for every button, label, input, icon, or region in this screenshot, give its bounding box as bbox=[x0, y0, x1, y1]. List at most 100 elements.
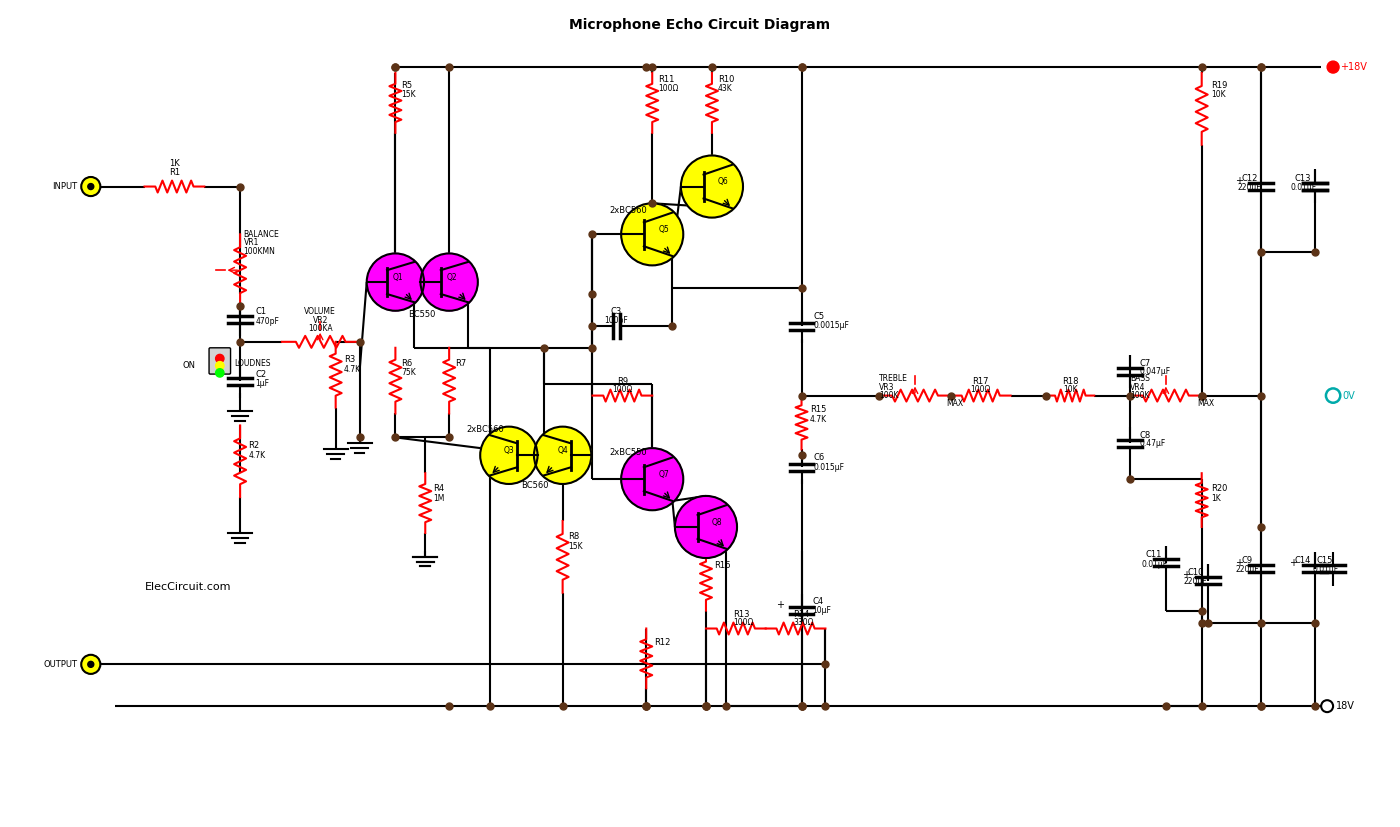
Text: ON: ON bbox=[183, 361, 196, 370]
Circle shape bbox=[533, 427, 591, 484]
Text: 470pF: 470pF bbox=[256, 317, 280, 326]
Text: R11: R11 bbox=[658, 74, 675, 84]
Text: R20: R20 bbox=[1211, 485, 1228, 493]
Text: 10K: 10K bbox=[1211, 90, 1226, 99]
Text: VOLUME: VOLUME bbox=[304, 308, 336, 317]
Text: C13: C13 bbox=[1295, 174, 1312, 183]
Text: C10: C10 bbox=[1187, 568, 1204, 577]
Text: +18V: +18V bbox=[1340, 62, 1368, 72]
Circle shape bbox=[622, 203, 683, 265]
Circle shape bbox=[680, 155, 743, 218]
Text: C2: C2 bbox=[256, 370, 267, 379]
Text: 1K: 1K bbox=[169, 160, 179, 169]
Text: R17: R17 bbox=[973, 377, 988, 385]
Text: 100Ω: 100Ω bbox=[658, 84, 679, 93]
Text: 4.7K: 4.7K bbox=[248, 451, 266, 460]
Text: 100Ω: 100Ω bbox=[970, 385, 991, 394]
Text: BC560: BC560 bbox=[521, 480, 549, 490]
Text: MAX: MAX bbox=[946, 399, 963, 409]
Text: 330Ω: 330Ω bbox=[794, 618, 813, 627]
Text: 220µF: 220µF bbox=[1238, 184, 1261, 192]
Text: C3: C3 bbox=[610, 308, 622, 317]
Text: Q4: Q4 bbox=[557, 446, 568, 455]
Text: 15K: 15K bbox=[568, 542, 584, 551]
Text: 1K: 1K bbox=[1211, 494, 1221, 503]
Text: R8: R8 bbox=[568, 532, 580, 541]
Text: R3: R3 bbox=[344, 356, 356, 364]
Circle shape bbox=[367, 253, 424, 311]
Text: R1: R1 bbox=[169, 168, 181, 177]
Text: 43K: 43K bbox=[718, 84, 732, 93]
Text: 220µF: 220µF bbox=[1184, 577, 1207, 586]
Circle shape bbox=[480, 427, 538, 484]
Text: R4: R4 bbox=[434, 485, 445, 493]
Text: VR2: VR2 bbox=[312, 316, 328, 325]
Text: C8: C8 bbox=[1140, 431, 1151, 439]
Text: C6: C6 bbox=[813, 453, 825, 462]
Text: R2: R2 bbox=[248, 442, 259, 450]
Text: C4: C4 bbox=[812, 596, 823, 605]
Circle shape bbox=[81, 177, 101, 196]
Text: R7: R7 bbox=[455, 359, 466, 368]
Text: TREBLE: TREBLE bbox=[879, 375, 909, 384]
Text: Q6: Q6 bbox=[718, 177, 728, 186]
Text: 10K: 10K bbox=[1063, 385, 1078, 394]
Text: Q7: Q7 bbox=[658, 470, 669, 479]
Text: C7: C7 bbox=[1140, 359, 1151, 368]
Circle shape bbox=[81, 655, 101, 674]
Text: R5: R5 bbox=[402, 80, 413, 89]
Text: 0.047µF: 0.047µF bbox=[1140, 367, 1170, 376]
Circle shape bbox=[216, 361, 224, 370]
Text: VR4: VR4 bbox=[1130, 383, 1145, 392]
Text: R16: R16 bbox=[714, 561, 731, 570]
Text: C9: C9 bbox=[1242, 556, 1252, 565]
Text: 15K: 15K bbox=[402, 90, 416, 99]
Text: Q3: Q3 bbox=[504, 446, 514, 455]
Circle shape bbox=[88, 184, 94, 189]
Text: R12: R12 bbox=[655, 638, 671, 648]
Text: 1µF: 1µF bbox=[256, 379, 270, 388]
Text: R9: R9 bbox=[617, 377, 629, 385]
Text: VR1: VR1 bbox=[244, 238, 259, 247]
Text: Q8: Q8 bbox=[713, 518, 722, 527]
Text: Q2: Q2 bbox=[447, 273, 456, 282]
Text: R6: R6 bbox=[402, 359, 413, 368]
Text: R15: R15 bbox=[809, 405, 826, 414]
Text: R10: R10 bbox=[718, 74, 734, 84]
Text: BC550: BC550 bbox=[407, 310, 435, 319]
Text: 100Ω: 100Ω bbox=[612, 385, 633, 394]
Text: VR3: VR3 bbox=[879, 383, 895, 392]
Text: 0.01µF: 0.01µF bbox=[1313, 566, 1338, 575]
Text: C12: C12 bbox=[1242, 174, 1257, 183]
Text: +: + bbox=[1236, 558, 1243, 568]
Circle shape bbox=[216, 369, 224, 377]
Text: 10µF: 10µF bbox=[812, 606, 832, 615]
Text: Microphone Echo Circuit Diagram: Microphone Echo Circuit Diagram bbox=[570, 18, 830, 32]
Text: OUTPUT: OUTPUT bbox=[43, 660, 77, 669]
Text: R13: R13 bbox=[734, 609, 750, 619]
Circle shape bbox=[420, 253, 477, 311]
Text: 1M: 1M bbox=[434, 494, 445, 503]
Text: Q1: Q1 bbox=[392, 273, 403, 282]
Text: R18: R18 bbox=[1063, 377, 1078, 385]
Text: 4.7K: 4.7K bbox=[344, 365, 361, 374]
Text: 100pF: 100pF bbox=[605, 316, 629, 325]
Circle shape bbox=[88, 662, 94, 667]
Text: INPUT: INPUT bbox=[53, 182, 77, 191]
Circle shape bbox=[622, 448, 683, 510]
Text: 18V: 18V bbox=[1336, 701, 1354, 711]
Text: 2xBC560: 2xBC560 bbox=[609, 206, 647, 215]
Text: 0.0015µF: 0.0015µF bbox=[813, 321, 850, 330]
Text: MAX: MAX bbox=[1197, 399, 1214, 409]
Text: 100KMN: 100KMN bbox=[244, 246, 276, 256]
Text: 100K: 100K bbox=[1130, 391, 1149, 400]
Circle shape bbox=[1327, 61, 1338, 73]
Circle shape bbox=[675, 496, 736, 558]
Text: 0V: 0V bbox=[1343, 390, 1355, 400]
Text: LOUDNES: LOUDNES bbox=[234, 359, 270, 368]
Text: 100KA: 100KA bbox=[308, 324, 332, 333]
Text: +: + bbox=[1182, 570, 1190, 580]
Text: 100K: 100K bbox=[879, 391, 899, 400]
Text: C15: C15 bbox=[1316, 556, 1333, 565]
Text: 0.015µF: 0.015µF bbox=[813, 463, 844, 471]
